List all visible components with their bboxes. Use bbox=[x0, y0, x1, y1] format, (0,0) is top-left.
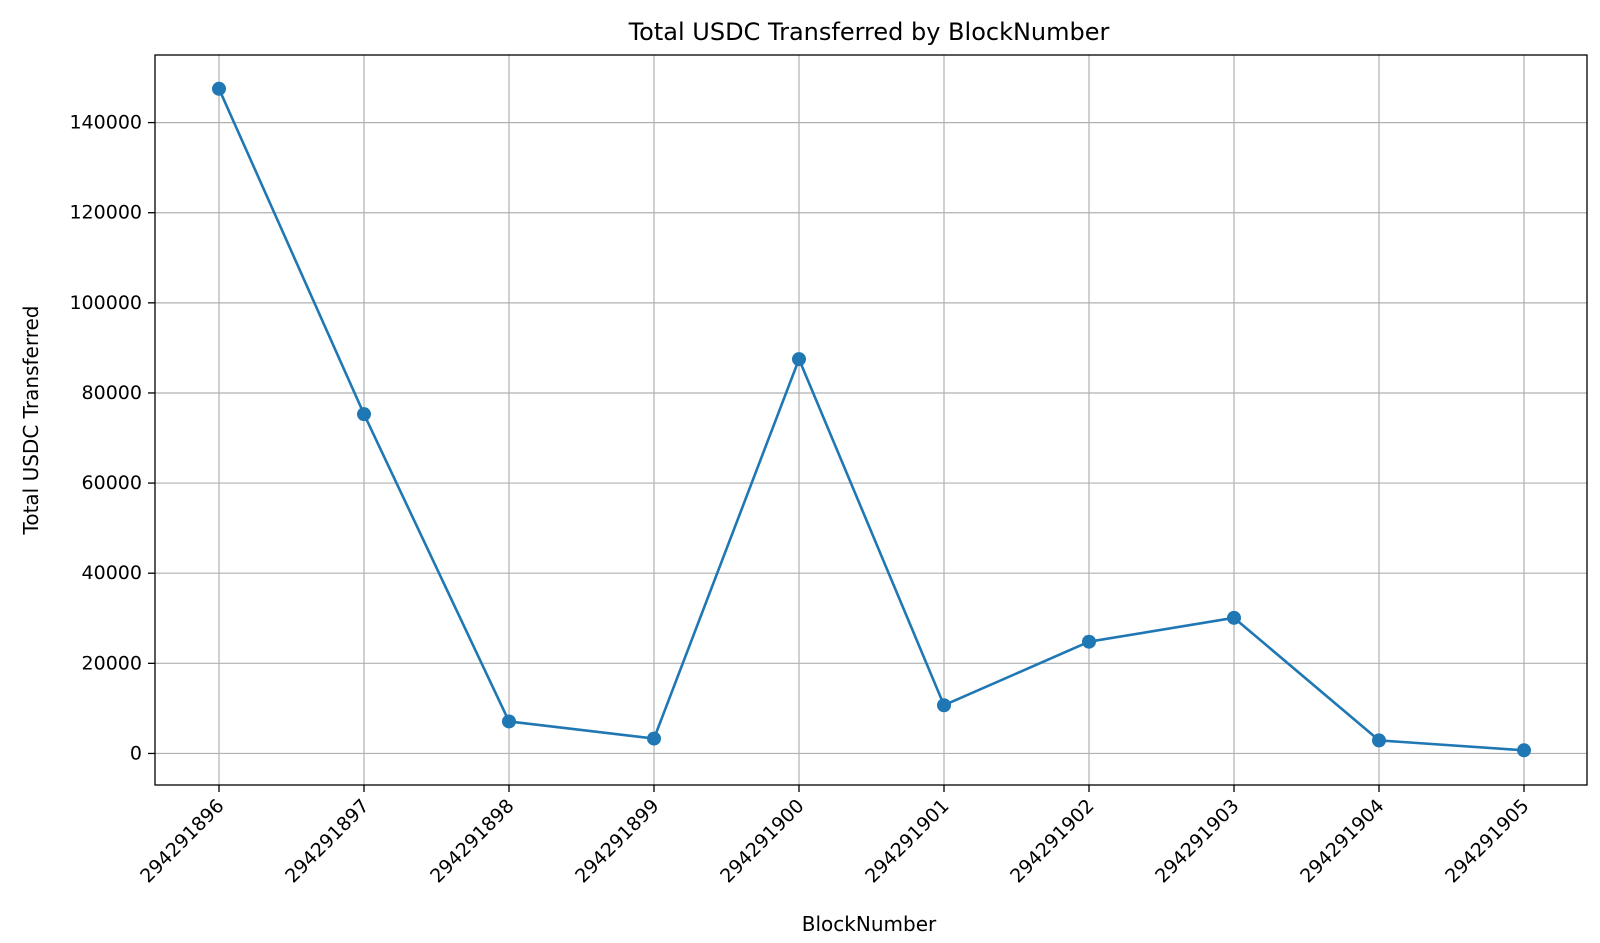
data-point bbox=[937, 698, 951, 713]
y-tick-label: 120000 bbox=[69, 202, 142, 224]
plot-frame bbox=[154, 54, 1588, 786]
series-line bbox=[217, 88, 1525, 752]
data-point bbox=[1372, 733, 1386, 748]
x-tick-label: 294291901 bbox=[861, 795, 953, 887]
x-axis-title: BlockNumber bbox=[802, 912, 937, 936]
data-point bbox=[1082, 634, 1096, 649]
y-tick-label: 100000 bbox=[69, 292, 142, 314]
x-tick-label: 294291899 bbox=[571, 795, 663, 887]
grid-lines bbox=[155, 55, 1587, 785]
y-tick-label: 40000 bbox=[82, 562, 142, 584]
data-point bbox=[1517, 743, 1531, 758]
data-series bbox=[212, 81, 1531, 758]
data-point bbox=[1227, 610, 1241, 625]
y-tick-label: 140000 bbox=[69, 112, 142, 134]
axis-ticks: 294291896 294291897 294291898 294291899 2942… bbox=[69, 112, 1533, 888]
x-tick-label: 294291898 bbox=[426, 795, 518, 887]
x-tick-label: 294291903 bbox=[1151, 795, 1243, 887]
y-tick-label: 60000 bbox=[82, 472, 142, 494]
data-point bbox=[647, 731, 661, 746]
chart-title: Total USDC Transferred by BlockNumber bbox=[628, 18, 1110, 46]
x-tick-label: 294291900 bbox=[716, 795, 808, 887]
data-point bbox=[212, 81, 226, 96]
x-tick-label: 294291904 bbox=[1296, 795, 1388, 887]
y-tick-label: 0 bbox=[130, 742, 142, 764]
data-point bbox=[792, 352, 806, 367]
data-point bbox=[357, 407, 371, 422]
x-tick-label: 294291902 bbox=[1006, 795, 1098, 887]
x-tick-label: 294291896 bbox=[136, 795, 228, 887]
y-tick-label: 80000 bbox=[82, 382, 142, 404]
y-axis-title: Total USDC Transferred bbox=[19, 306, 43, 536]
x-tick-label: 294291905 bbox=[1441, 795, 1533, 887]
y-tick-label: 20000 bbox=[82, 652, 142, 674]
data-point bbox=[502, 714, 516, 729]
x-tick-label: 294291897 bbox=[281, 795, 373, 887]
